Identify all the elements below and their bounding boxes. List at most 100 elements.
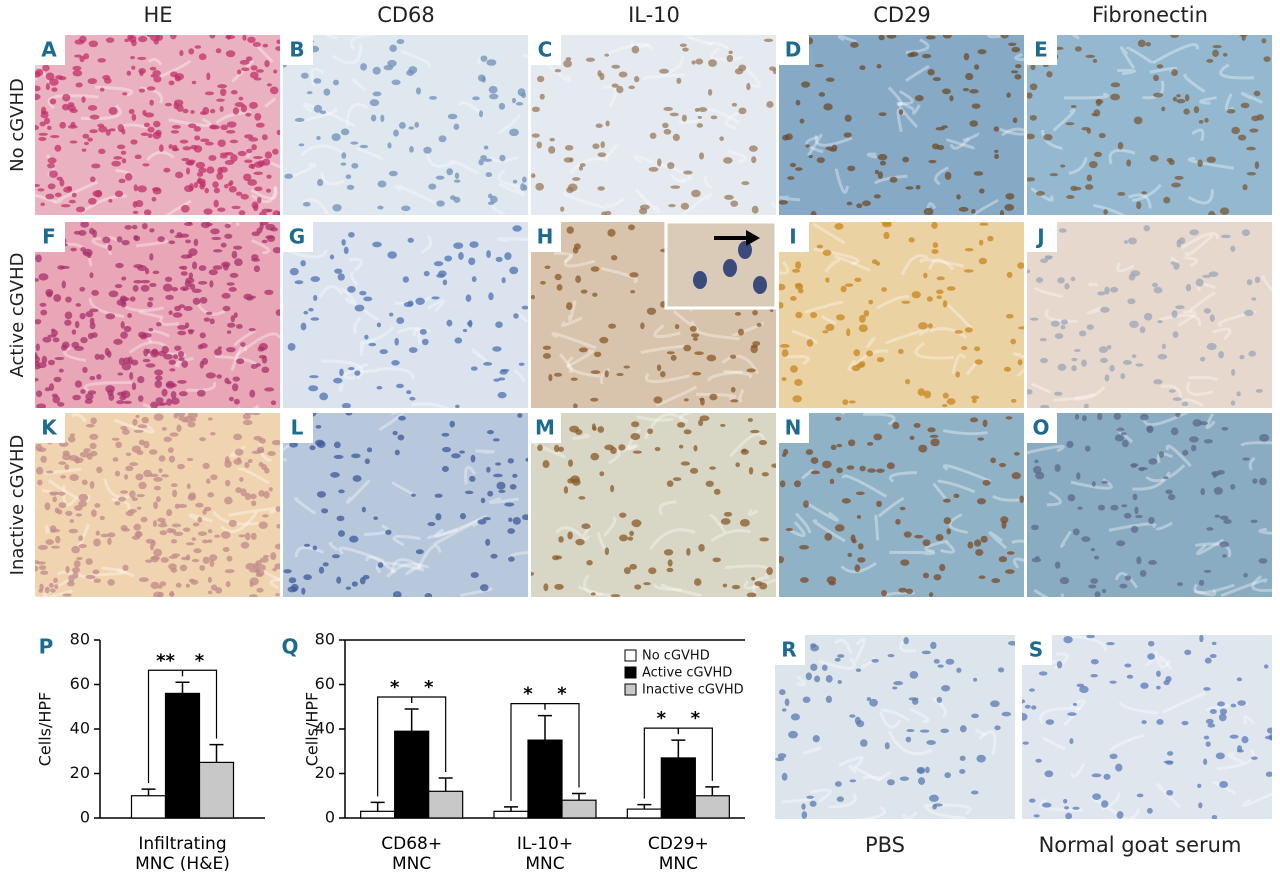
cell — [1259, 433, 1270, 442]
cell — [580, 289, 588, 294]
cell — [611, 254, 618, 261]
cell — [340, 128, 350, 136]
cell — [207, 492, 215, 498]
cell — [713, 488, 721, 495]
cell — [1156, 718, 1164, 725]
cell — [193, 182, 199, 189]
cell — [854, 277, 862, 283]
cell — [1241, 229, 1250, 237]
column-header: HE — [143, 3, 172, 27]
cell — [224, 479, 231, 487]
cell — [1126, 159, 1132, 167]
cell — [49, 588, 56, 593]
cell — [411, 493, 416, 497]
cell — [600, 141, 605, 149]
cell — [131, 497, 138, 502]
cell — [875, 261, 881, 266]
cell — [1094, 591, 1101, 597]
cell — [240, 193, 249, 200]
cell — [62, 593, 72, 597]
cell — [35, 377, 39, 382]
cell — [913, 423, 921, 428]
bar — [394, 730, 430, 819]
cell — [554, 68, 562, 73]
cell — [956, 194, 961, 200]
cell — [69, 433, 76, 437]
cell — [1229, 734, 1239, 739]
cell — [118, 496, 126, 502]
fiber — [649, 528, 696, 550]
panel-label-box — [1022, 635, 1052, 665]
cell — [236, 323, 243, 329]
cell — [137, 395, 144, 402]
cell — [982, 419, 988, 428]
cell — [575, 538, 585, 546]
fiber — [1220, 578, 1268, 597]
cell — [148, 327, 154, 332]
cell — [454, 172, 460, 180]
fiber — [672, 310, 696, 328]
cell — [226, 35, 232, 40]
cell — [239, 477, 244, 482]
cell — [1181, 720, 1189, 726]
cell — [1265, 771, 1272, 777]
cell — [401, 205, 411, 212]
cell — [161, 427, 167, 431]
cell — [1027, 133, 1035, 140]
cell — [396, 38, 405, 45]
cell — [135, 473, 144, 481]
cell — [1079, 685, 1089, 694]
cell — [75, 82, 83, 88]
cell — [1230, 400, 1236, 406]
cell — [914, 95, 924, 102]
panel-label-box — [531, 222, 561, 252]
cell — [790, 295, 797, 301]
cell — [618, 71, 628, 78]
cell — [303, 310, 309, 315]
cell — [54, 144, 62, 152]
cell — [1146, 426, 1153, 432]
cell — [881, 287, 887, 292]
cell — [929, 794, 939, 802]
cell — [1029, 317, 1039, 321]
cell — [710, 115, 718, 120]
fiber — [909, 707, 930, 723]
cell — [630, 290, 636, 294]
image-background — [283, 222, 528, 408]
cell — [234, 448, 244, 456]
panel-label: B — [289, 38, 304, 62]
fiber — [464, 465, 477, 485]
cell — [248, 594, 258, 597]
cell — [789, 162, 797, 168]
cell — [1120, 432, 1127, 436]
cell — [1157, 320, 1163, 324]
cell — [942, 35, 952, 39]
cell — [1206, 156, 1216, 163]
cell — [54, 356, 65, 361]
fiber — [1183, 73, 1206, 94]
fiber — [348, 257, 363, 272]
cell — [1039, 338, 1047, 342]
cell — [959, 768, 966, 775]
panel-label: L — [291, 416, 304, 440]
cell — [653, 396, 663, 404]
cell — [250, 163, 255, 170]
cell — [139, 69, 144, 77]
cell — [202, 556, 210, 564]
fiber — [326, 35, 338, 40]
fiber — [924, 805, 967, 819]
cell — [114, 190, 124, 198]
cell — [261, 464, 268, 471]
cell — [719, 136, 724, 141]
cell — [99, 87, 105, 92]
fiber — [1074, 385, 1106, 401]
cell — [942, 392, 949, 399]
cell — [654, 446, 661, 452]
cell — [922, 572, 930, 579]
cell — [497, 391, 507, 399]
cell — [198, 265, 207, 271]
cell — [233, 433, 243, 441]
cell — [662, 122, 669, 129]
cell — [810, 470, 821, 475]
cell — [235, 191, 243, 196]
